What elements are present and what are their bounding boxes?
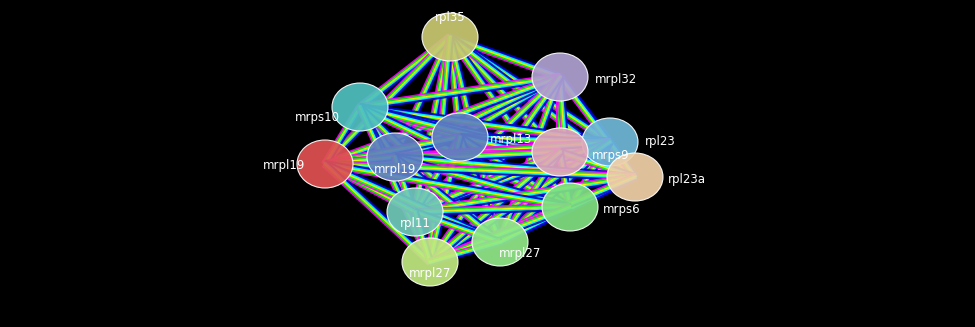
Ellipse shape: [332, 83, 388, 131]
Ellipse shape: [532, 128, 588, 176]
Text: mrpl19: mrpl19: [373, 163, 416, 176]
Ellipse shape: [542, 183, 598, 231]
Text: mrpl27: mrpl27: [409, 267, 451, 281]
Ellipse shape: [532, 53, 588, 101]
Text: mrps6: mrps6: [603, 202, 641, 215]
Ellipse shape: [432, 113, 488, 161]
Ellipse shape: [402, 238, 458, 286]
Ellipse shape: [422, 13, 478, 61]
Text: mrpl13: mrpl13: [490, 132, 532, 146]
Text: rpl35: rpl35: [435, 10, 465, 24]
Text: mrps9: mrps9: [592, 148, 630, 162]
Text: rpl11: rpl11: [400, 217, 430, 231]
Text: mrpl32: mrpl32: [595, 73, 638, 85]
Ellipse shape: [367, 133, 423, 181]
Text: mrps10: mrps10: [295, 111, 340, 124]
Text: rpl23a: rpl23a: [668, 173, 706, 185]
Text: rpl23: rpl23: [645, 135, 676, 148]
Text: mrpl19: mrpl19: [262, 159, 305, 171]
Ellipse shape: [582, 118, 638, 166]
Ellipse shape: [607, 153, 663, 201]
Ellipse shape: [297, 140, 353, 188]
Ellipse shape: [387, 188, 443, 236]
Text: mrpl27: mrpl27: [499, 248, 541, 261]
Ellipse shape: [472, 218, 528, 266]
